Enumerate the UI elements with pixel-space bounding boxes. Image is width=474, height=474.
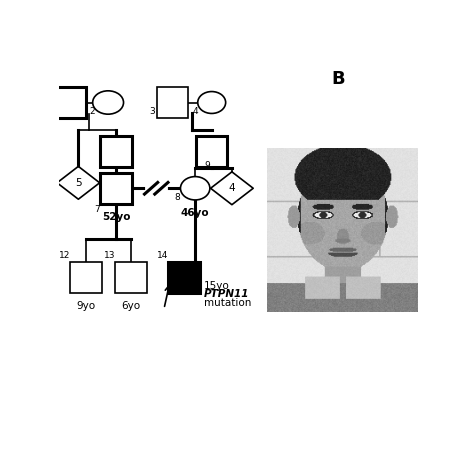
Bar — [55, 87, 86, 118]
Text: 14: 14 — [157, 251, 169, 260]
Text: 2: 2 — [90, 107, 95, 116]
Text: 4: 4 — [228, 183, 235, 193]
Text: 12: 12 — [59, 251, 70, 260]
Text: 13: 13 — [104, 251, 115, 260]
Text: 5: 5 — [75, 178, 82, 188]
Text: 46yo: 46yo — [181, 208, 210, 218]
Bar — [156, 87, 188, 118]
Text: 9: 9 — [205, 161, 210, 170]
Ellipse shape — [181, 177, 210, 200]
Polygon shape — [210, 172, 253, 205]
Text: mutation: mutation — [204, 298, 251, 308]
Bar — [100, 136, 132, 167]
Polygon shape — [57, 166, 100, 199]
Bar — [168, 262, 200, 293]
Text: 8: 8 — [175, 192, 181, 201]
Text: 3: 3 — [150, 107, 155, 116]
Text: 7: 7 — [95, 205, 100, 214]
Ellipse shape — [198, 91, 226, 113]
Bar — [196, 136, 228, 167]
Text: 15yo: 15yo — [204, 282, 229, 292]
Bar — [100, 173, 132, 204]
Text: 52yo: 52yo — [102, 212, 130, 222]
Ellipse shape — [93, 91, 124, 114]
Text: B: B — [332, 70, 345, 88]
Bar — [115, 262, 146, 293]
Bar — [70, 262, 102, 293]
Text: 4: 4 — [192, 107, 198, 116]
Text: 9yo: 9yo — [76, 301, 96, 310]
Text: PTPN11: PTPN11 — [204, 289, 249, 300]
Text: 6yo: 6yo — [121, 301, 140, 310]
